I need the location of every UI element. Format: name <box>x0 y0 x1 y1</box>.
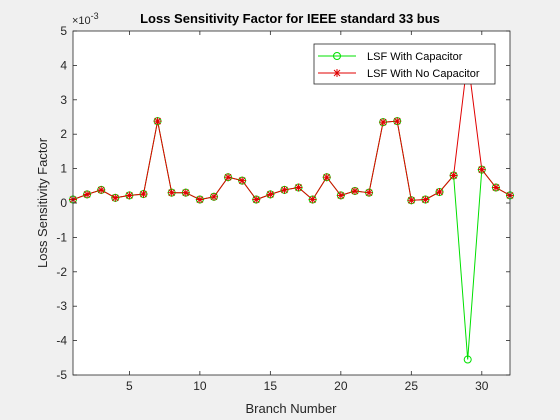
point-no-capacitor <box>421 195 430 204</box>
x-tick-label: 5 <box>126 379 133 393</box>
plot-markers <box>69 54 514 364</box>
point-no-capacitor <box>252 195 261 204</box>
point-no-capacitor <box>322 173 331 182</box>
legend: LSF With Capacitor LSF With No Capacitor <box>313 43 496 85</box>
point-no-capacitor <box>181 188 190 197</box>
point-no-capacitor <box>238 176 247 185</box>
point-no-capacitor <box>477 165 486 174</box>
y-axis-label: Loss Sensitivity Factor <box>35 137 50 268</box>
legend-label-with-capacitor: LSF With Capacitor <box>367 51 463 63</box>
point-no-capacitor <box>153 117 162 126</box>
y-tick-label: 4 <box>60 58 67 72</box>
chart-title: Loss Sensitivity Factor for IEEE standar… <box>140 11 440 26</box>
point-no-capacitor <box>449 171 458 180</box>
point-no-capacitor <box>280 185 289 194</box>
point-no-capacitor <box>125 191 134 200</box>
point-no-capacitor <box>350 186 359 195</box>
y-multiplier: ×10 <box>72 15 91 27</box>
point-no-capacitor <box>97 185 106 194</box>
plot-lines <box>72 58 511 360</box>
x-tick-label: 15 <box>264 379 278 393</box>
point-no-capacitor <box>139 190 148 199</box>
y-tick-label: 3 <box>60 93 67 107</box>
y-exponent-label: ×10-3 <box>72 11 99 27</box>
x-tick-label: 30 <box>475 379 489 393</box>
point-no-capacitor <box>195 195 204 204</box>
point-no-capacitor <box>266 190 275 199</box>
point-no-capacitor <box>83 190 92 199</box>
point-no-capacitor <box>308 195 317 204</box>
point-no-capacitor <box>393 117 402 126</box>
legend-box <box>313 43 496 85</box>
legend-marker-no-capacitor <box>333 69 341 77</box>
ticks: 5 10 15 20 25 30 -5 -4 -3 -2 -1 0 1 2 3 4 5 <box>56 24 510 393</box>
x-tick-label: 25 <box>405 379 419 393</box>
y-tick-label: -5 <box>56 368 67 382</box>
y-exponent: -3 <box>91 11 99 21</box>
x-axis-label: Branch Number <box>245 401 337 416</box>
y-tick-label: 0 <box>60 196 67 210</box>
y-tick-label: 2 <box>60 127 67 141</box>
x-tick-label: 20 <box>334 379 348 393</box>
point-no-capacitor <box>111 193 120 202</box>
point-no-capacitor <box>209 192 218 201</box>
point-no-capacitor <box>167 188 176 197</box>
y-tick-label: -2 <box>56 265 67 279</box>
point-no-capacitor <box>336 191 345 200</box>
x-tick-label: 10 <box>193 379 207 393</box>
legend-marker-with-capacitor <box>333 52 341 60</box>
y-tick-label: -1 <box>56 230 67 244</box>
point-no-capacitor <box>224 173 233 182</box>
point-no-capacitor <box>407 196 416 205</box>
y-tick-label: -3 <box>56 299 67 313</box>
point-with-capacitor <box>463 355 472 364</box>
point-no-capacitor <box>365 188 374 197</box>
plot-area <box>73 31 510 375</box>
y-tick-label: 5 <box>60 24 67 38</box>
series-line-no-capacitor <box>72 58 511 201</box>
point-no-capacitor <box>294 183 303 192</box>
point-no-capacitor <box>491 183 500 192</box>
y-tick-label: 1 <box>60 162 67 176</box>
point-no-capacitor <box>435 187 444 196</box>
point-no-capacitor <box>379 118 388 127</box>
legend-label-no-capacitor: LSF With No Capacitor <box>367 68 480 80</box>
y-tick-label: -4 <box>56 334 67 348</box>
